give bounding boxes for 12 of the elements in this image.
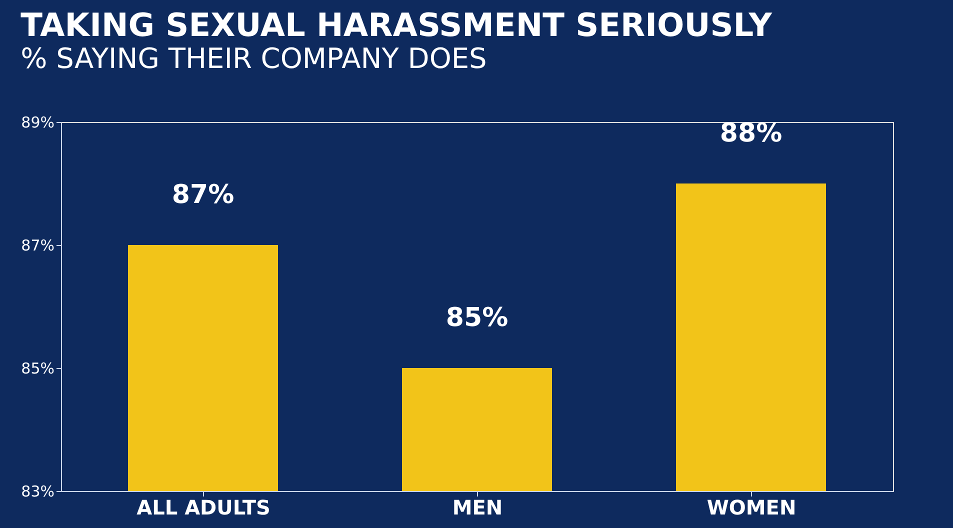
- x-tick-label: MEN: [452, 496, 503, 520]
- y-tick-label: 83%: [21, 482, 54, 500]
- data-label: 85%: [446, 303, 508, 333]
- data-label: 88%: [720, 118, 782, 148]
- y-tick-label: 89%: [21, 114, 54, 132]
- y-tick-label: 85%: [21, 360, 54, 378]
- y-tick-label: 87%: [21, 236, 54, 254]
- chart-title: TAKING SEXUAL HARASSMENT SERIOUSLY: [20, 6, 773, 44]
- x-tick-label: WOMEN: [706, 496, 796, 520]
- x-tick-label: ALL ADULTS: [136, 496, 270, 520]
- data-label: 87%: [172, 180, 234, 210]
- chart-subtitle: % SAYING THEIR COMPANY DOES: [20, 42, 487, 75]
